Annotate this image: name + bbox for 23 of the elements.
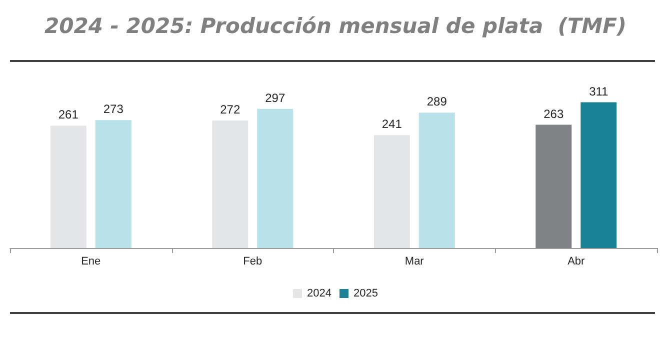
bar xyxy=(212,120,248,248)
bar xyxy=(536,124,572,248)
bar xyxy=(50,126,86,248)
data-label: 297 xyxy=(265,90,286,105)
data-label: 272 xyxy=(220,102,240,117)
data-label: 241 xyxy=(382,117,402,132)
bar xyxy=(95,120,132,248)
data-label: 263 xyxy=(544,106,564,121)
bar xyxy=(257,108,294,248)
bar xyxy=(580,102,617,248)
x-tick-label: Feb xyxy=(243,256,262,268)
chart-title: 2024 - 2025: Producción mensual de plata (TMF) xyxy=(43,14,628,38)
bar xyxy=(418,112,455,248)
x-tick-label: Abr xyxy=(568,256,586,268)
x-tick-label: Ene xyxy=(81,256,101,268)
data-label: 273 xyxy=(103,102,124,116)
data-label: 311 xyxy=(589,84,609,98)
data-label: 289 xyxy=(426,94,448,109)
legend-label: 2024 xyxy=(307,288,332,300)
legend-label: 2025 xyxy=(354,288,378,300)
bar xyxy=(374,135,410,248)
data-label: 261 xyxy=(58,108,79,122)
x-tick-label: Mar xyxy=(404,256,424,268)
